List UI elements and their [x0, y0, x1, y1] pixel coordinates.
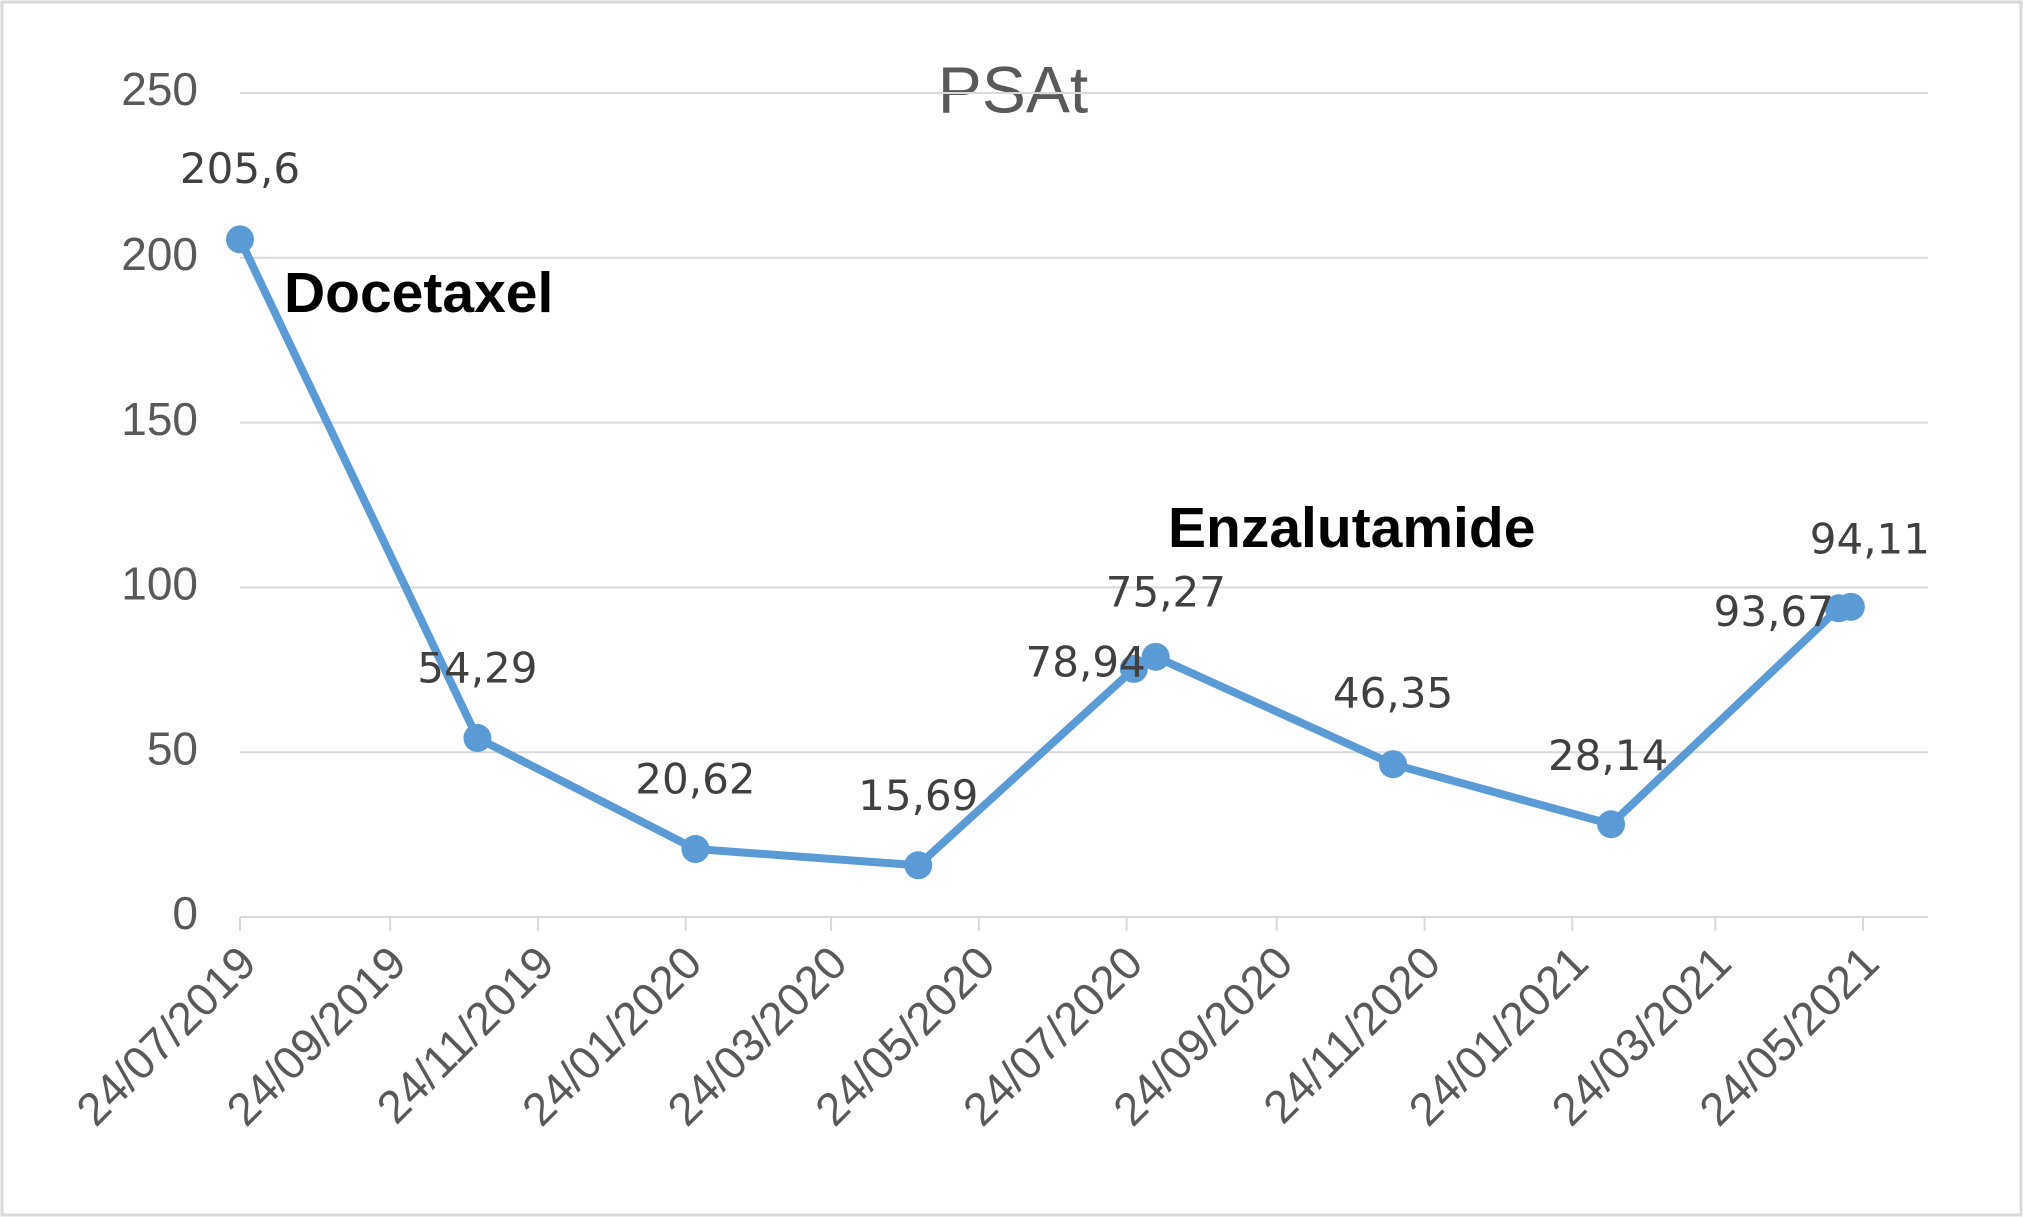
data-point: [1597, 810, 1626, 839]
y-tick-label: 50: [147, 722, 198, 774]
data-label: 20,62: [635, 755, 755, 804]
data-label: 75,27: [1106, 567, 1226, 616]
data-label: 28,14: [1548, 731, 1668, 780]
data-point: [463, 724, 492, 753]
annotation: Docetaxel: [284, 261, 553, 325]
y-tick-label: 200: [121, 228, 198, 280]
data-point: [1119, 654, 1148, 683]
data-label: 94,11: [1810, 514, 1930, 563]
data-point: [904, 851, 933, 880]
data-point: [681, 835, 710, 864]
y-tick-label: 0: [172, 887, 198, 939]
chart-title: PSAt: [938, 52, 1088, 126]
data-point: [1379, 750, 1408, 779]
data-point: [1836, 592, 1865, 621]
data-point: [226, 225, 254, 254]
y-tick-label: 250: [121, 63, 198, 115]
data-label: 205,6: [180, 144, 300, 193]
data-point: [1141, 642, 1170, 671]
y-tick-label: 100: [121, 558, 198, 610]
data-label: 93,67: [1714, 587, 1834, 636]
data-label: 78,94: [1026, 637, 1146, 686]
y-tick-label: 150: [121, 393, 198, 445]
annotation: Enzalutamide: [1168, 496, 1535, 560]
data-label: 54,29: [417, 644, 537, 693]
data-label: 15,69: [858, 771, 978, 820]
data-label: 46,35: [1333, 669, 1453, 718]
